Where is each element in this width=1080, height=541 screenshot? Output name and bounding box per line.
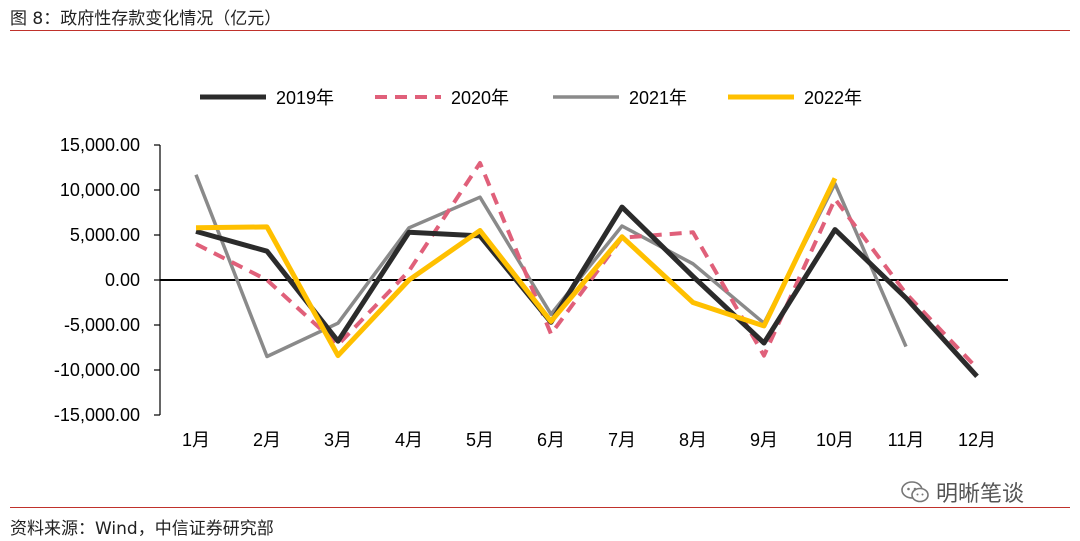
y-tick-label: 0.00 — [105, 270, 140, 290]
x-tick-label: 7月 — [608, 430, 636, 450]
y-axis: 15,000.00 10,000.00 5,000.00 0.00 -5,000.00 -… — [54, 135, 161, 425]
x-tick-label: 4月 — [395, 430, 423, 450]
y-tick-label: 5,000.00 — [70, 225, 140, 245]
x-tick-label: 3月 — [324, 430, 352, 450]
y-tick-label: 10,000.00 — [60, 180, 140, 200]
wechat-icon — [901, 481, 929, 503]
legend-label: 2021年 — [629, 88, 687, 108]
x-tick-label: 12月 — [958, 430, 996, 450]
legend: 2019年 2020年 2021年 2022年 — [200, 88, 862, 108]
series-line-0 — [195, 204, 979, 378]
watermark: 明晰笔谈 — [900, 476, 1024, 508]
top-divider — [10, 30, 1070, 31]
legend-label: 2019年 — [276, 88, 334, 108]
x-tick-label: 6月 — [537, 430, 565, 450]
x-tick-label: 2月 — [253, 430, 281, 450]
watermark-text: 明晰笔谈 — [936, 482, 1025, 507]
y-tick-label: 15,000.00 — [60, 135, 140, 155]
legend-label: 2020年 — [451, 88, 509, 108]
x-tick-label: 8月 — [679, 430, 707, 450]
source-note: 资料来源：Wind，中信证券研究部 — [10, 519, 274, 539]
x-tick-label: 1月 — [182, 430, 210, 450]
y-tick-label: -10,000.00 — [54, 360, 140, 380]
x-axis: 1月 2月 3月 4月 5月 6月 7月 8月 9月 10月 11月 12月 — [160, 279, 1008, 450]
series-line-3 — [195, 177, 838, 359]
y-tick-label: -5,000.00 — [64, 315, 140, 335]
series-layer — [194, 161, 979, 378]
x-tick-label: 5月 — [466, 430, 494, 450]
x-tick-label: 10月 — [816, 430, 854, 450]
bottom-divider — [10, 507, 1070, 508]
x-tick-label: 11月 — [888, 430, 925, 450]
chart-title: 图 8：政府性存款变化情况（亿元） — [10, 9, 282, 29]
legend-label: 2022年 — [804, 88, 862, 108]
x-tick-label: 9月 — [750, 430, 778, 450]
y-tick-label: -15,000.00 — [54, 405, 140, 425]
